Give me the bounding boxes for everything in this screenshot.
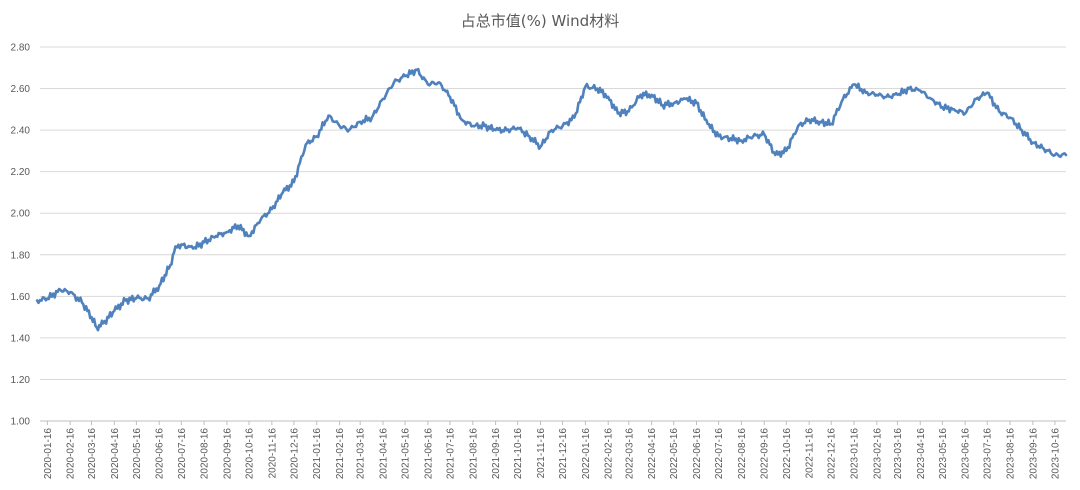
y-tick-label: 2.20: [11, 167, 31, 178]
x-tick-label: 2021-02-16: [335, 428, 346, 480]
x-tick-label: 2021-04-16: [378, 428, 389, 480]
y-tick-label: 1.20: [11, 375, 31, 386]
x-tick-label: 2021-10-16: [513, 428, 524, 480]
chart-title: 占总市值(%) Wind材料: [461, 12, 619, 30]
x-tick-label: 2023-05-16: [938, 428, 949, 480]
x-tick-label: 2023-10-16: [1050, 428, 1061, 480]
x-tick-label: 2020-05-16: [132, 428, 143, 480]
y-tick-label: 2.60: [11, 84, 31, 95]
x-tick-label: 2020-07-16: [177, 428, 188, 480]
x-tick-label: 2022-02-16: [604, 428, 615, 480]
x-tick-label: 2022-09-16: [760, 428, 771, 480]
x-tick-label: 2021-01-16: [312, 428, 323, 480]
x-tick-label: 2023-02-16: [872, 428, 883, 480]
x-tick-label: 2021-12-16: [558, 428, 569, 480]
x-tick-label: 2022-07-16: [714, 428, 725, 480]
x-tick-label: 2021-11-16: [536, 428, 547, 479]
x-tick-label: 2021-09-16: [491, 428, 502, 480]
y-tick-label: 1.60: [11, 292, 31, 303]
x-tick-label: 2022-08-16: [737, 428, 748, 480]
y-tick-label: 1.00: [11, 417, 31, 428]
y-tick-label: 1.80: [11, 250, 31, 261]
y-tick-label: 2.40: [11, 126, 31, 137]
x-tick-label: 2021-05-16: [401, 428, 412, 480]
x-tick-label: 2020-12-16: [289, 428, 300, 480]
x-tick-label: 2022-12-16: [827, 428, 838, 480]
y-tick-label: 1.40: [11, 333, 31, 344]
x-tick-label: 2020-03-16: [87, 428, 98, 480]
x-tick-label: 2022-03-16: [624, 428, 635, 480]
x-tick-label: 2023-09-16: [1028, 428, 1039, 480]
x-tick-label: 2020-10-16: [245, 428, 256, 480]
x-tick-label: 2023-03-16: [893, 428, 904, 480]
x-tick-label: 2021-03-16: [356, 428, 367, 480]
gridlines: [40, 46, 1066, 380]
x-tick-label: 2022-11-16: [805, 428, 816, 479]
series-line: [35, 67, 1068, 332]
x-tick-label: 2020-02-16: [66, 428, 77, 480]
x-tick-label: 2023-01-16: [850, 428, 861, 480]
x-tick-label: 2022-01-16: [581, 428, 592, 480]
y-tick-label: 2.80: [11, 43, 31, 54]
x-tick-label: 2022-04-16: [647, 428, 658, 480]
x-tick-label: 2023-04-16: [916, 428, 927, 480]
x-axis-tick-labels: 2020-01-16 2020-02-16 2020-03-16 2020-04-16…: [43, 421, 1061, 480]
x-tick-label: 2020-01-16: [43, 428, 54, 480]
y-axis-tick-labels: 1.00 1.20 1.40 1.60 1.80 2.00 2.20 2.40 2.60 2.80: [11, 43, 31, 428]
x-tick-label: 2020-08-16: [200, 428, 211, 480]
x-tick-label: 2022-10-16: [782, 428, 793, 480]
x-tick-label: 2020-06-16: [155, 428, 166, 480]
x-tick-label: 2023-08-16: [1006, 428, 1017, 480]
x-tick-label: 2020-09-16: [222, 428, 233, 480]
x-tick-label: 2023-07-16: [983, 428, 994, 480]
x-tick-label: 2021-07-16: [445, 428, 456, 480]
x-tick-label: 2021-08-16: [468, 428, 479, 480]
x-tick-label: 2020-11-16: [267, 428, 278, 479]
x-tick-label: 2021-06-16: [423, 428, 434, 480]
x-tick-label: 2023-06-16: [961, 428, 972, 480]
y-tick-label: 2.00: [11, 209, 31, 220]
x-tick-label: 2022-05-16: [669, 428, 680, 480]
series-layer: [35, 67, 1068, 332]
x-tick-label: 2022-06-16: [692, 428, 703, 480]
x-tick-label: 2020-04-16: [110, 428, 121, 480]
